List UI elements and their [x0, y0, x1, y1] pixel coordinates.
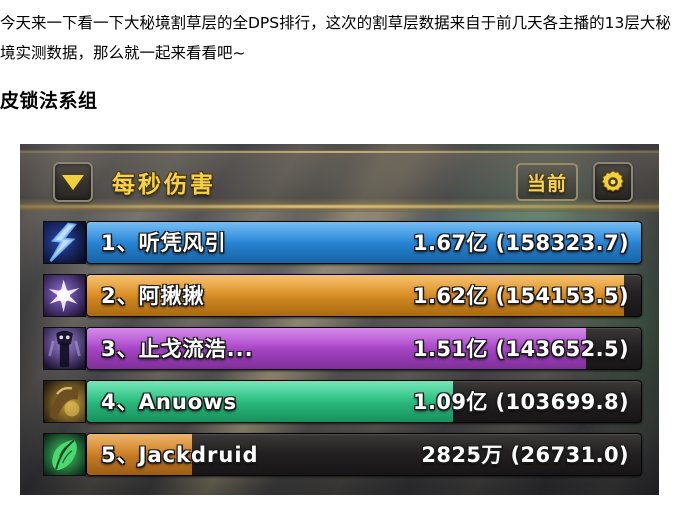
damage-bar: 2、阿揪揪 1.62亿 (154153.5): [86, 274, 642, 317]
damage-bar: 5、Jackdruid 2825万 (26731.0): [86, 433, 642, 476]
class-icon-cell: [43, 274, 86, 317]
arcane-burst-icon: [44, 275, 85, 316]
header-top-rule: [20, 151, 659, 153]
damage-value-label: 1.67亿 (158323.7): [412, 231, 629, 255]
damage-value-label: 1.62亿 (154153.5): [412, 284, 629, 308]
section-heading: 皮锁法系组: [0, 90, 98, 112]
damage-bar: 1、听凭风引 1.67亿 (158323.7): [86, 221, 642, 264]
class-icon-cell: [43, 221, 86, 264]
meter-title: 每秒伤害: [112, 172, 216, 198]
damage-bar-fill: [87, 434, 193, 475]
table-row[interactable]: 1、听凭风引 1.67亿 (158323.7): [20, 220, 659, 265]
mode-toggle-button[interactable]: 当前: [516, 163, 578, 201]
class-icon-cell: [43, 380, 86, 423]
damage-bar-fill: [87, 222, 641, 263]
meter-row-list: 1、听凭风引 1.67亿 (158323.7) 2、阿揪揪: [20, 220, 659, 485]
player-name-label: 1、听凭风引: [101, 231, 227, 255]
damage-bar-fill: [87, 328, 586, 369]
damage-bar: 3、止戈流浩... 1.51亿 (143652.5): [86, 327, 642, 370]
table-row[interactable]: 2、阿揪揪 1.62亿 (154153.5): [20, 273, 659, 318]
damage-value-label: 2825万 (26731.0): [421, 443, 629, 467]
table-row[interactable]: 5、Jackdruid 2825万 (26731.0): [20, 432, 659, 477]
class-icon-cell: [43, 433, 86, 476]
damage-bar-fill: [87, 275, 625, 316]
damage-meter-screenshot: 每秒伤害 当前: [20, 144, 659, 495]
damage-bar: 4、Anuows 1.09亿 (103699.8): [86, 380, 642, 423]
player-name-label: 2、阿揪揪: [101, 284, 205, 308]
lightning-bolt-icon: [44, 222, 85, 263]
damage-value-label: 1.09亿 (103699.8): [412, 390, 629, 414]
player-name-label: 3、止戈流浩...: [101, 337, 254, 361]
shadow-figure-icon: [44, 328, 85, 369]
article-body: 今天来一下看一下大秘境割草层的全DPS排行，这次的割草层数据来自于前几天各主播的…: [0, 0, 679, 113]
collapse-button[interactable]: [53, 162, 93, 202]
settings-button[interactable]: [593, 162, 633, 202]
player-name-label: 5、Jackdruid: [101, 443, 259, 467]
class-icon-cell: [43, 327, 86, 370]
header-bottom-rule: [20, 205, 659, 208]
damage-bar-fill: [87, 381, 453, 422]
article-paragraph: 今天来一下看一下大秘境割草层的全DPS排行，这次的割草层数据来自于前几天各主播的…: [0, 14, 671, 62]
player-name-label: 4、Anuows: [101, 390, 238, 414]
gear-icon: [600, 170, 625, 193]
triangle-down-icon: [62, 174, 84, 190]
beast-claw-icon: [44, 381, 85, 422]
meter-header: 每秒伤害 当前: [20, 150, 659, 212]
green-leaf-icon: [44, 434, 85, 475]
damage-value-label: 1.51亿 (143652.5): [412, 337, 629, 361]
table-row[interactable]: 3、止戈流浩... 1.51亿 (143652.5): [20, 326, 659, 371]
table-row[interactable]: 4、Anuows 1.09亿 (103699.8): [20, 379, 659, 424]
